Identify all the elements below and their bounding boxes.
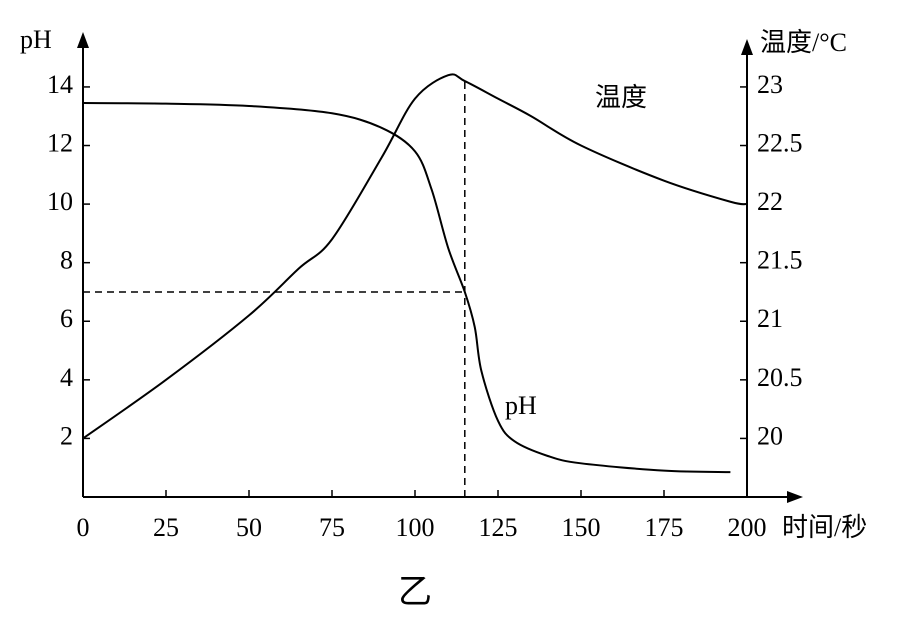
x-axis-arrow xyxy=(787,491,803,503)
y-tick-label: 10 xyxy=(47,187,73,216)
y2-axis-arrow xyxy=(741,39,753,55)
x-tick-label: 125 xyxy=(479,513,518,542)
x-tick-label: 175 xyxy=(645,513,684,542)
chart-title: 乙 xyxy=(398,574,432,611)
y2-axis-label: 温度/°C xyxy=(760,28,847,57)
x-tick-label: 150 xyxy=(562,513,601,542)
series-label: 温度 xyxy=(595,83,647,112)
y-axis-label: pH xyxy=(20,25,52,54)
y2-tick-label: 22 xyxy=(757,187,783,216)
x-tick-label: 25 xyxy=(153,513,179,542)
x-axis-label: 时间/秒 xyxy=(782,513,867,542)
y-tick-label: 14 xyxy=(47,70,73,99)
x-tick-label: 200 xyxy=(728,513,767,542)
y-tick-label: 8 xyxy=(60,246,73,275)
x-tick-label: 0 xyxy=(77,513,90,542)
x-tick-label: 50 xyxy=(236,513,262,542)
y2-tick-label: 22.5 xyxy=(757,128,803,157)
y-tick-label: 2 xyxy=(60,421,73,450)
x-tick-label: 100 xyxy=(396,513,435,542)
y-axis-arrow xyxy=(77,32,89,48)
y-tick-label: 12 xyxy=(47,128,73,157)
series-line xyxy=(82,102,731,474)
series-label: pH xyxy=(505,391,537,420)
y2-tick-label: 21 xyxy=(757,304,783,333)
y-tick-label: 4 xyxy=(60,363,73,392)
y2-tick-label: 23 xyxy=(757,70,783,99)
y-tick-label: 6 xyxy=(60,304,73,333)
y2-tick-label: 20.5 xyxy=(757,363,803,392)
y2-tick-label: 21.5 xyxy=(757,246,803,275)
series-line xyxy=(82,73,748,440)
y2-tick-label: 20 xyxy=(757,421,783,450)
x-tick-label: 75 xyxy=(319,513,345,542)
